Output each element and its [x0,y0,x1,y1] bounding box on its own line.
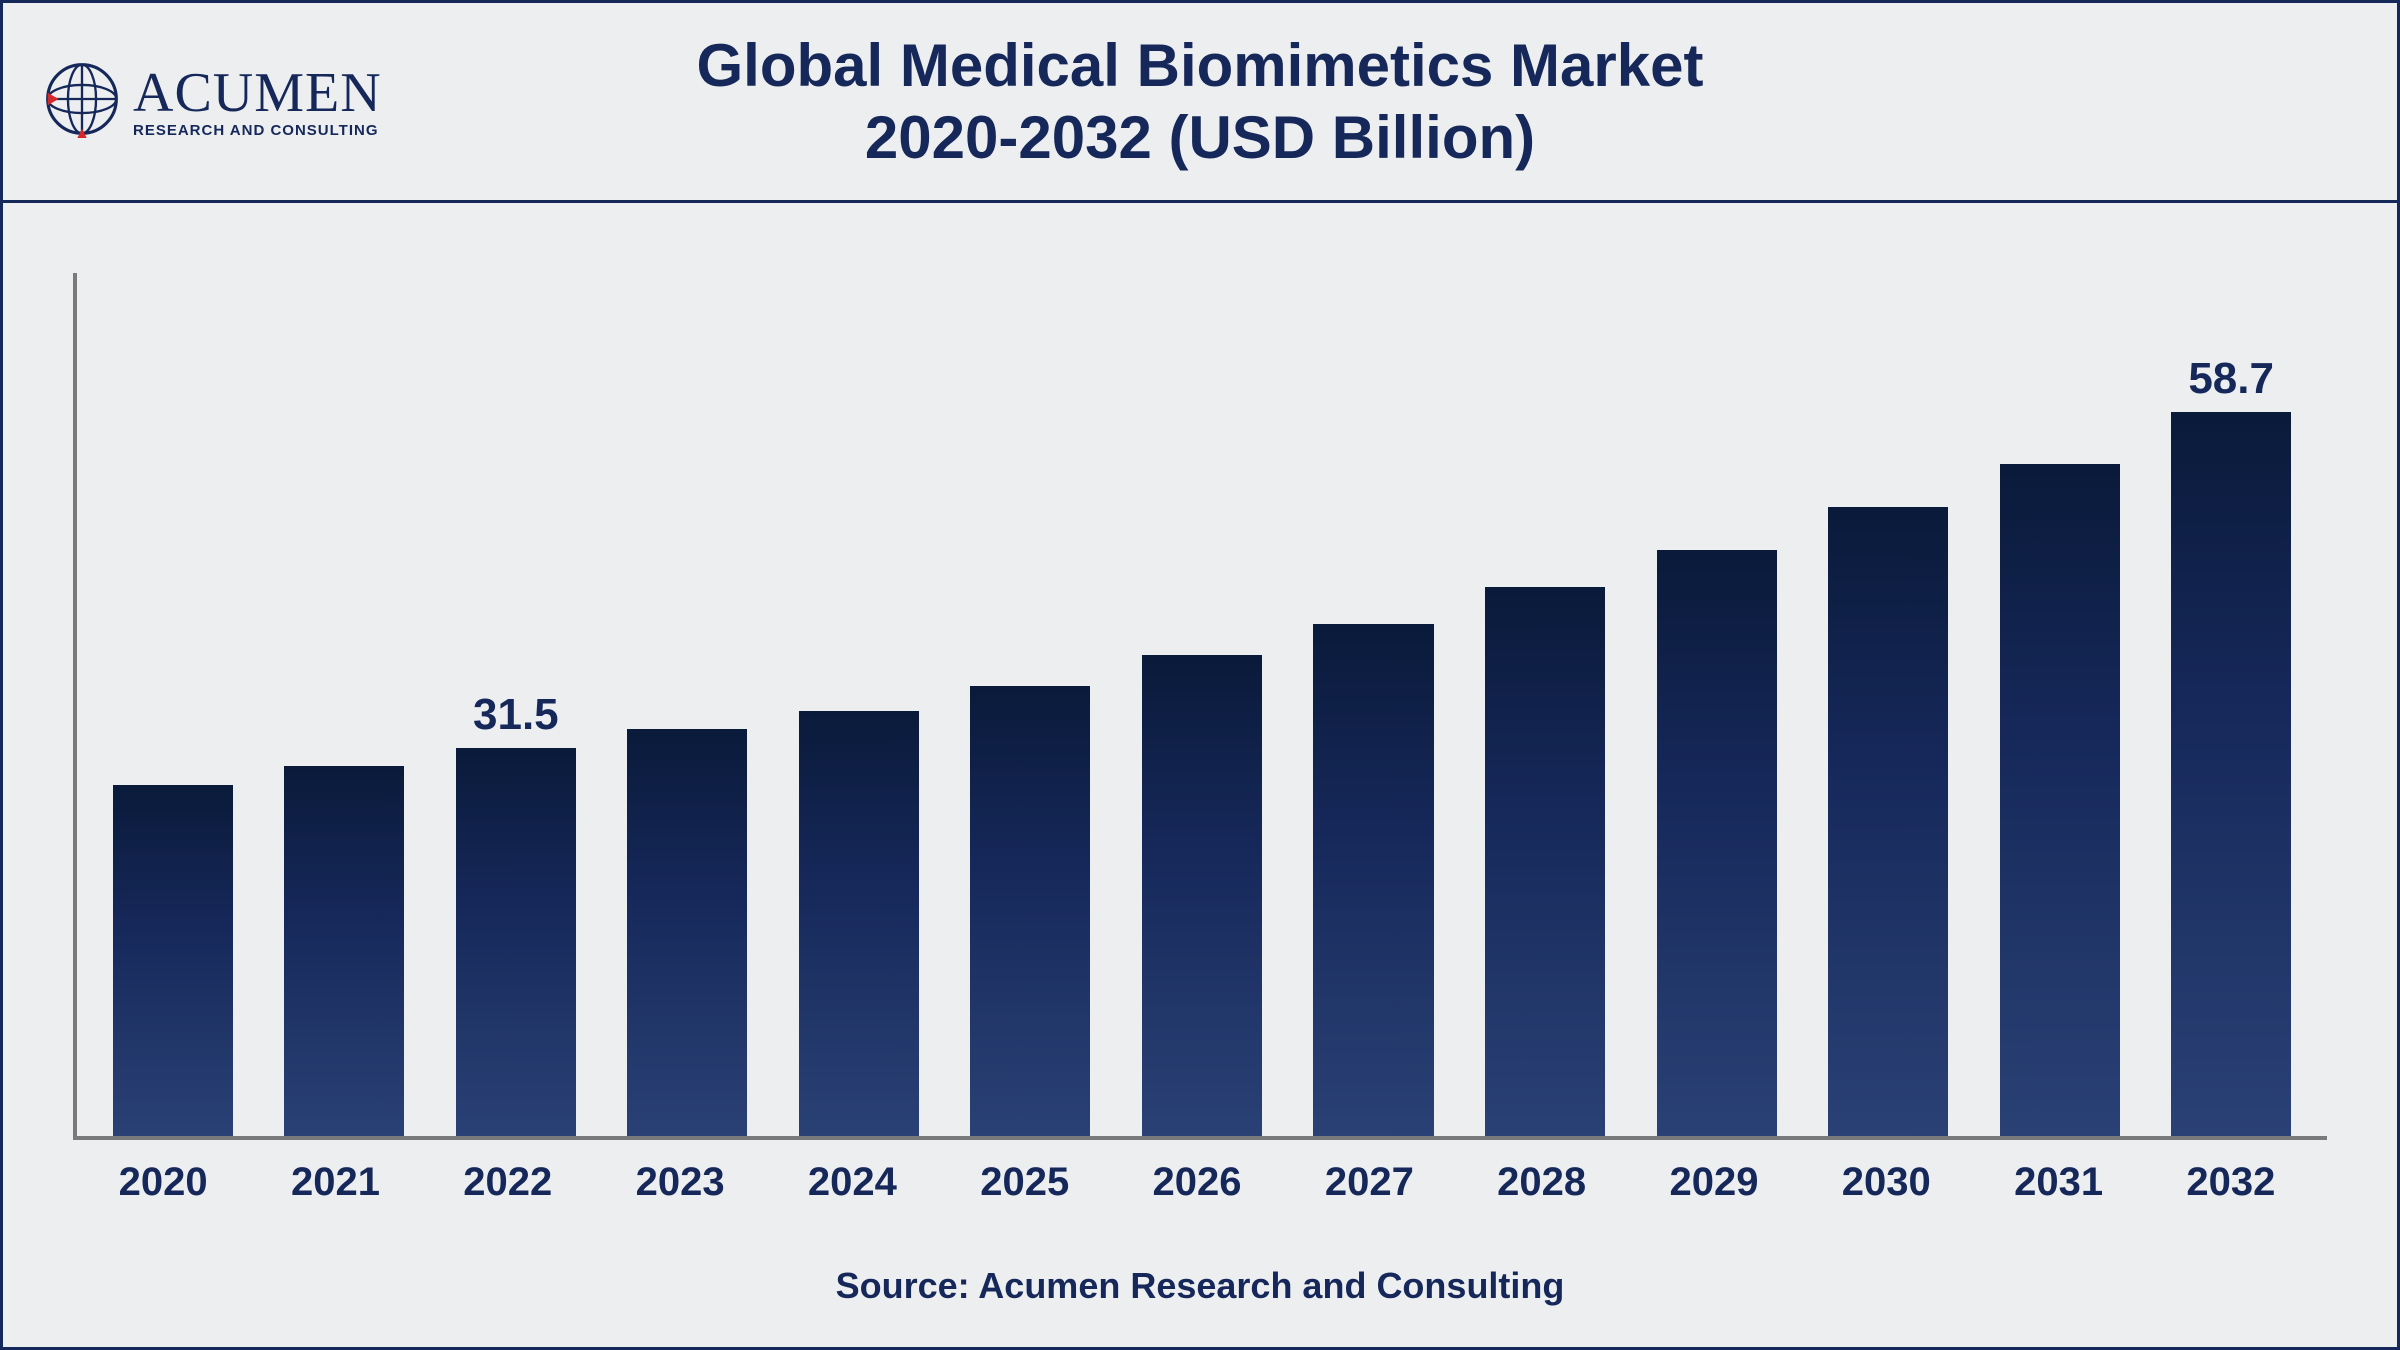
bar-col [1116,273,1288,1136]
bars-row: 31.5 58.7 [77,273,2327,1136]
bar-col [1459,273,1631,1136]
x-axis-label: 2032 [2145,1160,2317,1205]
bar [799,711,919,1136]
bar-col [1631,273,1803,1136]
chart-container: ACUMEN RESEARCH AND CONSULTING Global Me… [0,0,2400,1350]
x-axis-label: 2024 [766,1160,938,1205]
chart-title: Global Medical Biomimetics Market 2020-2… [697,30,1704,174]
x-axis-label: 2025 [939,1160,1111,1205]
x-axis: 2020202120222023202420252026202720282029… [73,1140,2327,1205]
bar-value-label: 31.5 [473,690,559,740]
x-axis-label: 2026 [1111,1160,1283,1205]
x-axis-label: 2020 [77,1160,249,1205]
bar [970,686,1090,1136]
x-axis-label: 2027 [1283,1160,1455,1205]
title-line1: Global Medical Biomimetics Market [697,30,1704,102]
bar [1657,550,1777,1136]
bar-value-label: 58.7 [2188,354,2274,404]
chart-area: 31.558.7 2020202120222023202420252026202… [3,203,2397,1347]
title-line2: 2020-2032 (USD Billion) [697,102,1704,174]
x-axis-label: 2023 [594,1160,766,1205]
bar [1313,624,1433,1136]
x-axis-label: 2029 [1628,1160,1800,1205]
bar-col [1974,273,2146,1136]
globe-icon [43,60,121,143]
bar-col [602,273,774,1136]
logo-main-text: ACUMEN [133,65,382,121]
bar [2171,412,2291,1136]
header: ACUMEN RESEARCH AND CONSULTING Global Me… [3,3,2397,203]
source-text: Source: Acumen Research and Consulting [73,1265,2327,1307]
bar-col [1802,273,1974,1136]
bar-col [1288,273,1460,1136]
brand-logo: ACUMEN RESEARCH AND CONSULTING [43,60,382,143]
bar [456,748,576,1136]
bar [1828,507,1948,1136]
bar [2000,464,2120,1136]
bar-col [87,273,259,1136]
x-axis-label: 2028 [1456,1160,1628,1205]
bar [1142,655,1262,1136]
bar-col [259,273,431,1136]
x-axis-label: 2030 [1800,1160,1972,1205]
bar-col: 31.5 [430,273,602,1136]
x-axis-label: 2022 [422,1160,594,1205]
logo-text: ACUMEN RESEARCH AND CONSULTING [133,65,382,138]
bar-col [945,273,1117,1136]
bar [113,785,233,1136]
x-axis-label: 2031 [1972,1160,2144,1205]
x-axis-label: 2021 [249,1160,421,1205]
bar-col: 58.7 [2145,273,2317,1136]
logo-sub-text: RESEARCH AND CONSULTING [133,123,382,138]
bar [1485,587,1605,1136]
bar-plot: 31.5 58.7 [73,273,2327,1140]
bar-col [773,273,945,1136]
bar [284,766,404,1136]
bar [627,729,747,1136]
